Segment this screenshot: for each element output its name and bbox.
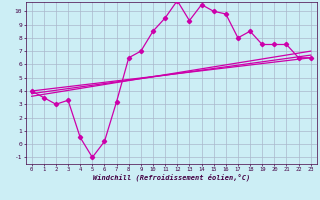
- X-axis label: Windchill (Refroidissement éolien,°C): Windchill (Refroidissement éolien,°C): [92, 174, 250, 181]
